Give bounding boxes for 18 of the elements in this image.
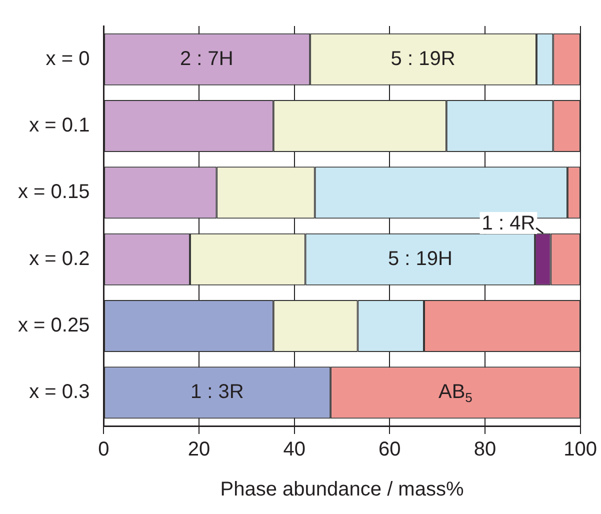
y-tick-label: x = 0.1 xyxy=(29,114,90,137)
x-tick-label: 60 xyxy=(378,438,401,461)
y-tick-label: x = 0.2 xyxy=(29,248,90,270)
x-axis-title: Phase abundance / mass% xyxy=(220,478,464,501)
y-tick-label: x = 0.15 xyxy=(18,181,90,204)
y-tick-label: x = 0.3 xyxy=(29,381,90,404)
x-tick-label: 80 xyxy=(474,438,496,461)
y-tick-label: x = 0 xyxy=(46,48,90,70)
y-tick-label: x = 0.25 xyxy=(18,314,90,337)
x-tick-label: 20 xyxy=(188,438,210,461)
x-tick-label: 40 xyxy=(283,438,306,461)
annotation: 5 : 19H xyxy=(388,248,452,270)
x-tick-label: 100 xyxy=(564,438,598,461)
annotation: 1 : 3R xyxy=(190,381,244,404)
annotation: 5 : 19R xyxy=(390,48,456,70)
annotation: 1 : 4R xyxy=(482,212,536,235)
annotation: 2 : 7H xyxy=(180,48,234,70)
x-tick-label: 0 xyxy=(98,438,110,461)
